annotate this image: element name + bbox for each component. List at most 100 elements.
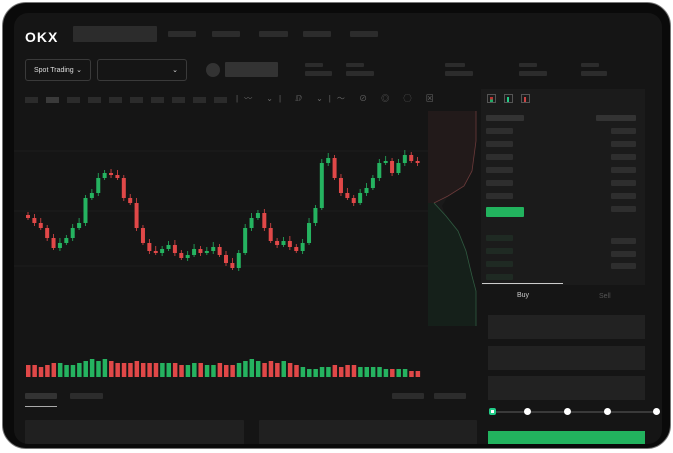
book-view-asks-icon[interactable] <box>521 94 530 103</box>
bid-price <box>486 274 513 280</box>
book-view-both-icon[interactable] <box>487 94 496 103</box>
candle-body <box>294 247 299 251</box>
candle-body <box>38 223 43 228</box>
tab-sell[interactable]: Sell <box>599 293 611 300</box>
volume-bar <box>32 365 37 377</box>
volume-bar <box>57 363 63 377</box>
total-input[interactable] <box>488 376 645 400</box>
orders-panel <box>25 420 244 444</box>
candle-body <box>358 193 363 203</box>
ask-size <box>611 167 636 173</box>
candle-body <box>115 175 120 178</box>
timeframe-button[interactable] <box>67 97 80 103</box>
nav-item[interactable] <box>212 31 240 37</box>
candle-body <box>57 243 62 248</box>
amount-input[interactable] <box>488 346 645 370</box>
slider-stop[interactable] <box>524 408 531 415</box>
candle-body <box>313 208 318 223</box>
ask-size <box>611 154 636 160</box>
volume-bar <box>217 363 223 377</box>
volume-bar <box>204 365 210 377</box>
volume-bar <box>211 365 216 377</box>
volume-bar <box>230 365 235 377</box>
bid-size <box>611 251 636 257</box>
filter[interactable] <box>434 393 466 399</box>
timeframe-button[interactable] <box>151 97 164 103</box>
ask-size <box>611 141 636 147</box>
volume-bar <box>70 365 76 377</box>
volume-bar <box>390 369 395 377</box>
volume-bar <box>364 367 370 377</box>
price-input[interactable] <box>488 315 645 339</box>
candle-body <box>224 255 228 263</box>
orders-panel <box>259 420 477 444</box>
timeframe-button[interactable] <box>214 97 227 103</box>
volume-bar <box>89 359 95 377</box>
slider-stop[interactable] <box>564 408 571 415</box>
timeframe-button[interactable] <box>172 97 185 103</box>
volume-bar <box>236 363 242 377</box>
book-view-bids-icon[interactable] <box>504 94 513 103</box>
filter[interactable] <box>392 393 424 399</box>
ask-size <box>611 128 636 134</box>
tab-orders[interactable] <box>25 393 57 399</box>
volume-bar <box>338 367 344 377</box>
candlestick-chart[interactable] <box>14 111 478 381</box>
ask-price <box>486 180 513 186</box>
candle-body <box>217 247 222 255</box>
stat <box>581 63 599 67</box>
nav-item[interactable] <box>259 31 288 37</box>
stat <box>305 71 332 76</box>
volume-bar <box>281 361 286 377</box>
candle-body <box>198 249 203 253</box>
book-header <box>596 115 636 121</box>
candle-body <box>319 163 324 208</box>
candle-body <box>83 198 88 223</box>
ask-price <box>486 193 513 199</box>
volume-bar <box>198 363 203 377</box>
chevron-down-icon: ⌄ <box>172 67 178 74</box>
timeframe-button[interactable] <box>193 97 206 103</box>
buy-button[interactable] <box>488 431 645 444</box>
pair-select[interactable]: ⌄ <box>97 59 187 81</box>
volume-bar <box>160 363 165 377</box>
candle-body <box>179 253 184 258</box>
market-type-select[interactable]: Spot Trading ⌄ <box>25 59 91 81</box>
candle-body <box>140 228 145 243</box>
candle-body <box>402 155 407 163</box>
nav-item[interactable] <box>168 31 196 37</box>
timeframe-button[interactable] <box>130 97 143 103</box>
timeframe-button[interactable] <box>25 97 38 103</box>
volume-bar <box>121 363 127 377</box>
tab-buy[interactable]: Buy <box>517 292 530 299</box>
timeframe-button[interactable] <box>46 97 59 103</box>
chart-tool-icons[interactable]: |〰 ⌄| ⅅ ⌄|〜 ⊘ ◎ ◯ ⊠ <box>236 94 440 103</box>
candle-body <box>351 198 356 203</box>
candle-body <box>243 228 248 253</box>
slider-stop[interactable] <box>489 408 496 415</box>
candle-body <box>332 158 337 178</box>
slider-stop[interactable] <box>604 408 611 415</box>
candle-body <box>268 228 273 241</box>
volume-bar <box>134 361 140 377</box>
timeframe-button[interactable] <box>88 97 101 103</box>
tab-history[interactable] <box>70 393 103 399</box>
pair-price <box>225 62 278 77</box>
nav-item[interactable] <box>303 31 331 37</box>
timeframe-button[interactable] <box>109 97 122 103</box>
slider-stop[interactable] <box>653 408 660 415</box>
candle-body <box>89 193 94 198</box>
volume-bar <box>185 365 191 377</box>
candle-body <box>249 218 254 228</box>
stat <box>519 63 537 67</box>
volume-bar <box>345 365 350 377</box>
volume-bar <box>192 363 197 377</box>
nav-item[interactable] <box>350 31 378 37</box>
leverage-slider[interactable] <box>489 408 660 415</box>
volume-bar <box>153 363 159 377</box>
search-bar[interactable] <box>73 26 157 42</box>
stat <box>305 63 323 67</box>
last-price <box>486 207 524 217</box>
candle-body <box>134 203 139 228</box>
